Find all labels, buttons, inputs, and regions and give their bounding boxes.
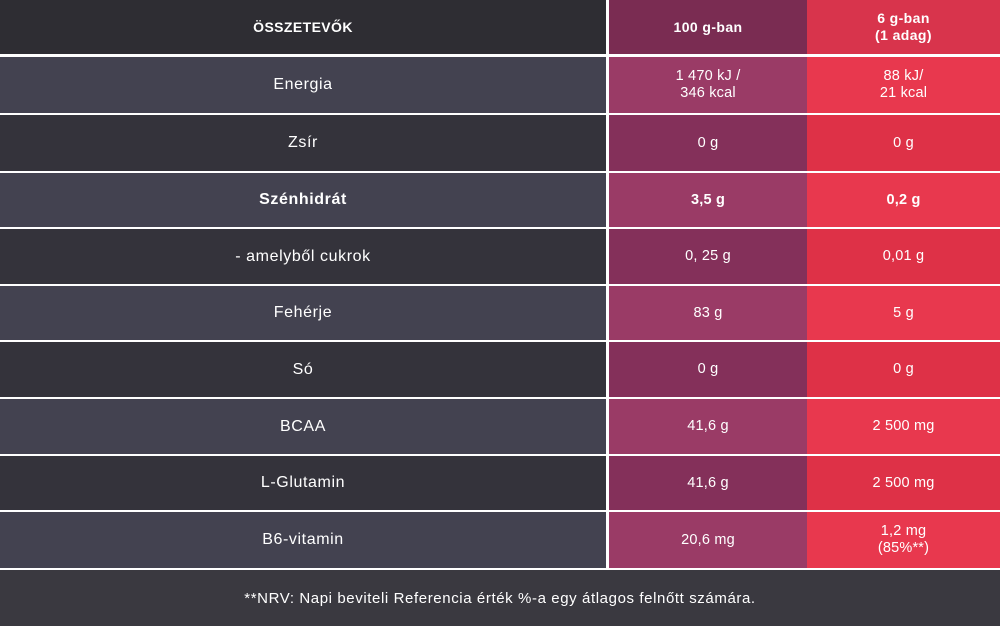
row-name: B6-vitamin [262, 531, 344, 548]
row-per100-cell: 0 g [609, 342, 807, 397]
row-serving-cell: 0,01 g [807, 229, 1000, 284]
table-row: - amelyből cukrok 0, 25 g 0,01 g [0, 229, 1000, 284]
row-name: BCAA [280, 417, 326, 435]
row-per100-cell: 83 g [609, 286, 807, 340]
row-per100-cell: 0 g [609, 115, 807, 171]
header-per-serving: 6 g-ban (1 adag) [807, 0, 1000, 54]
row-name-cell: Fehérje [0, 286, 606, 340]
table-row: BCAA 41,6 g 2 500 mg [0, 399, 1000, 454]
row-name: Fehérje [273, 304, 333, 321]
nrv-footnote: **NRV: Napi beviteli Referencia érték %-… [0, 570, 1000, 626]
row-serving-cell: 0 g [807, 115, 1000, 171]
row-per100-value: 0 g [697, 361, 719, 377]
row-name-cell: BCAA [0, 399, 606, 454]
table-row: B6-vitamin 20,6 mg 1,2 mg (85%**) [0, 512, 1000, 568]
row-serving-cell: 0,2 g [807, 173, 1000, 227]
row-name-cell: Energia [0, 57, 606, 113]
header-ingredients: ÖSSZETEVŐK [0, 0, 606, 54]
header-per100: 100 g-ban [609, 0, 807, 54]
row-per100-cell: 20,6 mg [609, 512, 807, 568]
row-name-cell: Só [0, 342, 606, 397]
row-per100-value: 41,6 g [687, 474, 729, 491]
row-name-cell: Zsír [0, 115, 606, 171]
row-name: Só [292, 360, 314, 378]
row-serving-value: 0,01 g [882, 248, 925, 264]
row-per100-value: 41,6 g [687, 418, 729, 434]
row-serving-value: 0,2 g [886, 191, 921, 208]
table-row: L-Glutamin 41,6 g 2 500 mg [0, 456, 1000, 510]
row-serving-cell: 2 500 mg [807, 399, 1000, 454]
nrv-footnote-text: **NRV: Napi beviteli Referencia érték %-… [244, 589, 756, 607]
row-serving-value: 1,2 mg (85%**) [877, 523, 930, 556]
row-name: - amelyből cukrok [235, 247, 371, 265]
row-name-cell: - amelyből cukrok [0, 229, 606, 284]
row-serving-value: 2 500 mg [872, 474, 935, 491]
row-per100-cell: 41,6 g [609, 399, 807, 454]
row-serving-cell: 88 kJ/21 kcal [807, 57, 1000, 113]
header-ingredients-label: ÖSSZETEVŐK [253, 19, 353, 35]
table-row: Szénhidrát 3,5 g 0,2 g [0, 173, 1000, 227]
row-serving-value: 0 g [893, 361, 914, 377]
table-header: ÖSSZETEVŐK 100 g-ban 6 g-ban (1 adag) [0, 0, 1000, 54]
row-per100-value: 0 g [697, 134, 719, 151]
row-per100-value: 0, 25 g [685, 248, 731, 264]
row-serving-value: 88 kJ/21 kcal [879, 68, 928, 101]
row-per100-cell: 3,5 g [609, 173, 807, 227]
row-per100-value: 1 470 kJ /346 kcal [675, 68, 741, 101]
row-per100-cell: 41,6 g [609, 456, 807, 510]
row-serving-cell: 0 g [807, 342, 1000, 397]
row-per100-cell: 1 470 kJ /346 kcal [609, 57, 807, 113]
row-serving-cell: 2 500 mg [807, 456, 1000, 510]
row-serving-value: 2 500 mg [872, 418, 935, 434]
row-serving-value: 0 g [893, 134, 914, 151]
row-serving-cell: 5 g [807, 286, 1000, 340]
table-row: Energia 1 470 kJ /346 kcal 88 kJ/21 kcal [0, 57, 1000, 113]
table-row: Zsír 0 g 0 g [0, 115, 1000, 171]
row-name-cell: L-Glutamin [0, 456, 606, 510]
row-name: L-Glutamin [260, 474, 346, 491]
row-name-cell: B6-vitamin [0, 512, 606, 568]
row-name-cell: Szénhidrát [0, 173, 606, 227]
row-per100-value: 20,6 mg [681, 531, 735, 548]
row-name: Szénhidrát [259, 191, 347, 208]
row-per100-value: 83 g [693, 304, 723, 321]
row-name: Energia [273, 76, 333, 93]
row-serving-value: 5 g [893, 304, 914, 321]
row-per100-value: 3,5 g [690, 191, 726, 208]
table-row: Só 0 g 0 g [0, 342, 1000, 397]
header-per100-label: 100 g-ban [673, 18, 743, 35]
header-per-serving-label: 6 g-ban (1 adag) [875, 10, 932, 43]
row-name: Zsír [288, 134, 318, 151]
row-per100-cell: 0, 25 g [609, 229, 807, 284]
row-serving-cell: 1,2 mg (85%**) [807, 512, 1000, 568]
table-row: Fehérje 83 g 5 g [0, 286, 1000, 340]
